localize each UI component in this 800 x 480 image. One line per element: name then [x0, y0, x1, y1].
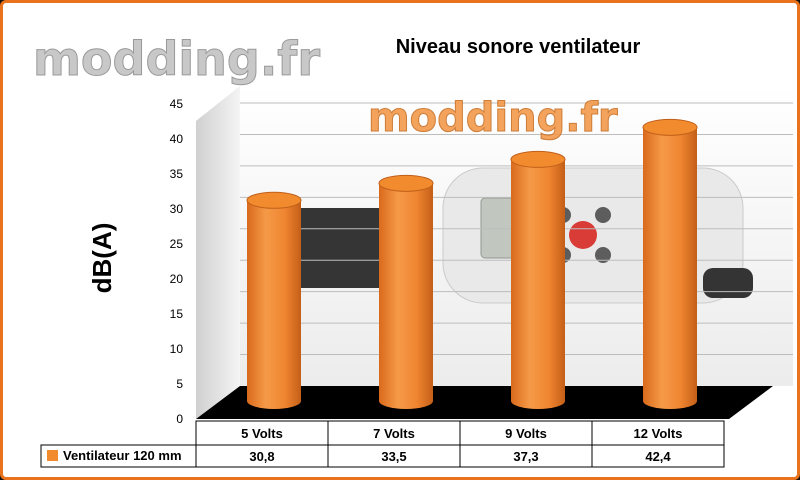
category-label: 12 Volts	[634, 426, 683, 441]
bars	[246, 118, 698, 410]
y-tick-label: 10	[170, 342, 184, 356]
y-tick-label: 25	[170, 237, 184, 251]
category-label: 5 Volts	[241, 426, 283, 441]
value-labels: 30,8 33,5 37,3 42,4	[249, 449, 671, 464]
y-tick-label: 20	[170, 272, 184, 286]
bar	[642, 118, 698, 410]
y-axis-label: dB(A)	[87, 223, 117, 294]
y-tick-label: 40	[170, 132, 184, 146]
value-label: 42,4	[645, 449, 671, 464]
y-tick-label: 5	[176, 377, 183, 391]
chart-floor	[196, 386, 773, 419]
bar-body	[643, 127, 697, 410]
y-tick-label: 15	[170, 307, 184, 321]
bar-body	[247, 200, 301, 409]
bar-body	[379, 183, 433, 409]
bar-top	[378, 174, 434, 192]
category-label: 7 Volts	[373, 426, 415, 441]
y-tick-labels: 0 5 10 15 20 25 30 35 40 45	[170, 97, 184, 426]
legend-series-name: Ventilateur 120 mm	[63, 448, 182, 463]
y-tick-label: 35	[170, 167, 184, 181]
bar	[246, 191, 302, 409]
y-tick-label: 30	[170, 202, 184, 216]
watermark-center: modding.fr	[368, 95, 618, 141]
legend-swatch	[47, 450, 58, 461]
value-label: 37,3	[513, 449, 538, 464]
bar-body	[511, 159, 565, 409]
value-label: 33,5	[381, 449, 406, 464]
bar	[510, 150, 566, 409]
value-label: 30,8	[249, 449, 274, 464]
bar-top	[246, 191, 302, 209]
y-tick-label: 0	[176, 412, 183, 426]
bar	[378, 174, 434, 409]
chart-canvas: 0 5 10 15 20 25 30 35 40 45 modding.fr modding.fr…	[33, 32, 793, 468]
side-wall	[196, 86, 240, 419]
bar-top	[642, 118, 698, 136]
data-table: Ventilateur 120 mm	[40, 420, 725, 468]
category-labels: 5 Volts 7 Volts 9 Volts 12 Volts	[241, 426, 682, 441]
bar-top	[510, 150, 566, 168]
y-tick-label: 45	[170, 97, 184, 111]
category-label: 9 Volts	[505, 426, 547, 441]
watermark-top-left: modding.fr	[33, 32, 320, 86]
chart-title: Niveau sonore ventilateur	[396, 36, 641, 58]
